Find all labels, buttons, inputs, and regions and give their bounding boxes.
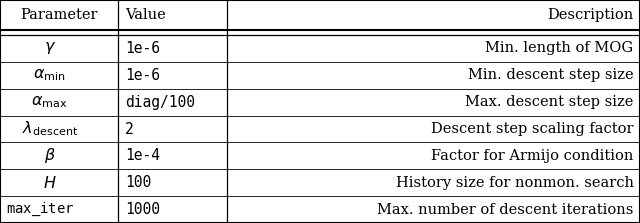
Text: diag/100: diag/100 — [125, 95, 195, 110]
Text: $\alpha_{\rm max}$: $\alpha_{\rm max}$ — [31, 94, 68, 110]
Text: $\gamma$: $\gamma$ — [44, 40, 56, 56]
Text: Value: Value — [125, 8, 166, 22]
Text: $H$: $H$ — [43, 175, 56, 191]
Text: Min. length of MOG: Min. length of MOG — [486, 41, 634, 56]
Text: $\mathtt{max\_iter}$: $\mathtt{max\_iter}$ — [6, 201, 75, 218]
Text: 1000: 1000 — [125, 202, 160, 217]
Text: 2: 2 — [125, 122, 134, 136]
Text: $\alpha_{\rm min}$: $\alpha_{\rm min}$ — [33, 67, 66, 83]
Text: Min. descent step size: Min. descent step size — [468, 68, 634, 82]
Text: History size for nonmon. search: History size for nonmon. search — [396, 176, 634, 190]
Text: 1e-6: 1e-6 — [125, 68, 160, 83]
Text: Factor for Armijo condition: Factor for Armijo condition — [431, 149, 634, 163]
Text: 100: 100 — [125, 175, 151, 190]
Text: 1e-6: 1e-6 — [125, 41, 160, 56]
Text: $\lambda_{\rm descent}$: $\lambda_{\rm descent}$ — [22, 120, 78, 138]
Text: $\beta$: $\beta$ — [44, 146, 56, 165]
Text: 1e-4: 1e-4 — [125, 148, 160, 163]
Text: Description: Description — [547, 8, 634, 22]
Text: Max. descent step size: Max. descent step size — [465, 95, 634, 109]
Text: Descent step scaling factor: Descent step scaling factor — [431, 122, 634, 136]
Text: Max. number of descent iterations: Max. number of descent iterations — [377, 202, 634, 217]
Text: Parameter: Parameter — [20, 8, 98, 22]
